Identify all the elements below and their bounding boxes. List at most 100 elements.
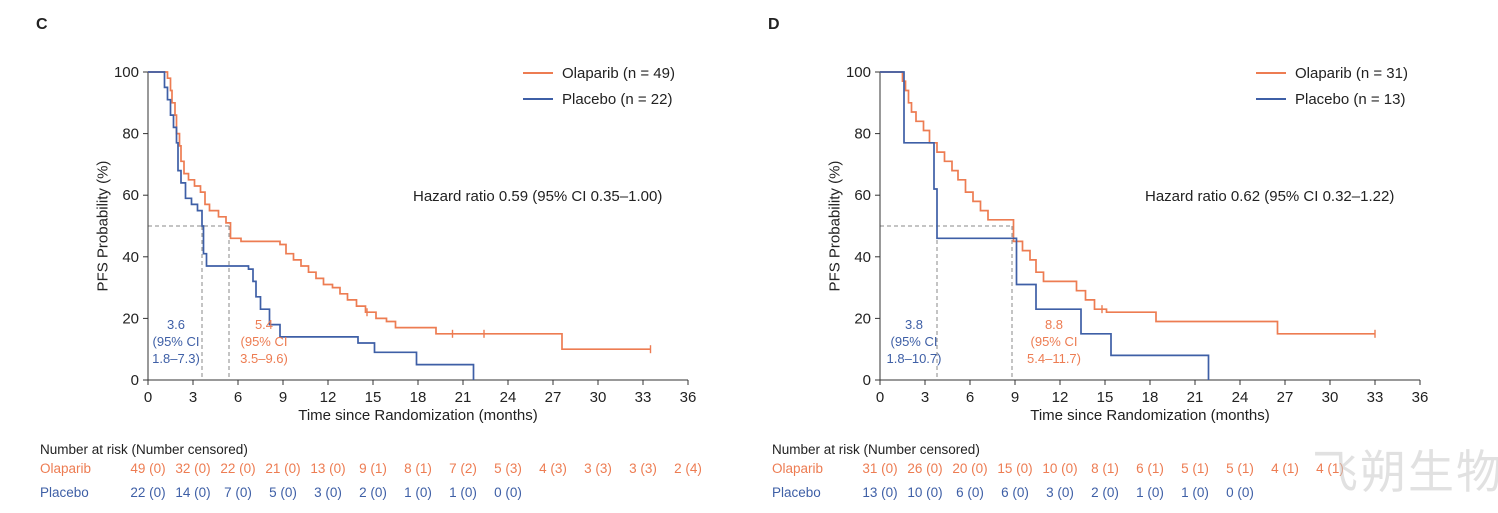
svg-text:15: 15 <box>365 389 382 406</box>
olaparib-line-swatch <box>523 72 553 74</box>
svg-text:0: 0 <box>144 389 152 406</box>
risk-value: 7 (2) <box>449 461 477 476</box>
risk-value: 5 (1) <box>1181 461 1209 476</box>
risk-row-name-olaparib-d: Olaparib <box>772 461 824 476</box>
risk-value: 22 (0) <box>130 485 166 500</box>
legend-row-placebo: Placebo (n = 22) <box>523 86 675 112</box>
svg-text:80: 80 <box>854 126 871 143</box>
risk-value: 0 (0) <box>494 485 522 500</box>
svg-text:100: 100 <box>846 64 871 81</box>
svg-text:36: 36 <box>1412 389 1429 406</box>
risk-value: 13 (0) <box>310 461 346 476</box>
risk-value: 6 (0) <box>956 485 984 500</box>
legend-row-placebo: Placebo (n = 13) <box>1256 86 1408 112</box>
svg-text:18: 18 <box>410 389 427 406</box>
risk-value: 32 (0) <box>175 461 211 476</box>
risk-value: 3 (0) <box>314 485 342 500</box>
legend-label-placebo: Placebo (n = 22) <box>562 90 673 108</box>
risk-value: 1 (0) <box>1136 485 1164 500</box>
risk-value: 15 (0) <box>997 461 1033 476</box>
svg-text:0: 0 <box>131 372 139 389</box>
panel-label-d: D <box>768 16 780 33</box>
risk-value: 1 (0) <box>404 485 432 500</box>
svg-text:100: 100 <box>114 64 139 81</box>
svg-text:18: 18 <box>1142 389 1159 406</box>
svg-text:15: 15 <box>1097 389 1114 406</box>
svg-text:12: 12 <box>320 389 337 406</box>
risk-value: 13 (0) <box>862 485 898 500</box>
risk-row-name-placebo-d: Placebo <box>772 485 821 500</box>
svg-text:60: 60 <box>122 187 139 204</box>
placebo-line-swatch <box>1256 98 1286 100</box>
y-axis-title-d: PFS Probability (%) <box>826 160 844 292</box>
risk-value: 31 (0) <box>862 461 898 476</box>
risk-table-heading-d: Number at risk (Number censored) <box>772 442 980 457</box>
legend-row-olaparib: Olaparib (n = 49) <box>523 60 675 86</box>
legend-row-olaparib: Olaparib (n = 31) <box>1256 60 1408 86</box>
y-axis-title-c: PFS Probability (%) <box>94 160 112 292</box>
median-annotation-olaparib-c: 5.4 (95% CI 3.5–9.6) <box>240 317 288 366</box>
risk-value: 1 (0) <box>1181 485 1209 500</box>
svg-text:27: 27 <box>1277 389 1294 406</box>
risk-value: 5 (3) <box>494 461 522 476</box>
risk-value: 4 (1) <box>1316 461 1344 476</box>
median-annotation-placebo-c: 3.6 (95% CI 1.8–7.3) <box>152 317 200 366</box>
svg-text:30: 30 <box>590 389 607 406</box>
placebo-line-swatch <box>523 98 553 100</box>
risk-value: 3 (0) <box>1046 485 1074 500</box>
risk-value: 10 (0) <box>907 485 943 500</box>
risk-value: 22 (0) <box>220 461 256 476</box>
legend-label-olaparib: Olaparib (n = 49) <box>562 64 675 82</box>
median-annotation-olaparib-d: 8.8 (95% CI 5.4–11.7) <box>1027 317 1081 366</box>
risk-value: 2 (0) <box>359 485 387 500</box>
svg-text:20: 20 <box>854 310 871 327</box>
risk-value: 9 (1) <box>359 461 387 476</box>
svg-text:24: 24 <box>1232 389 1249 406</box>
risk-value: 3 (3) <box>584 461 612 476</box>
svg-text:21: 21 <box>1187 389 1204 406</box>
risk-value: 14 (0) <box>175 485 211 500</box>
svg-text:27: 27 <box>545 389 562 406</box>
risk-value: 10 (0) <box>1042 461 1078 476</box>
svg-text:12: 12 <box>1052 389 1069 406</box>
svg-text:20: 20 <box>122 310 139 327</box>
svg-text:40: 40 <box>122 249 139 266</box>
risk-value: 49 (0) <box>130 461 166 476</box>
risk-table-heading-c: Number at risk (Number censored) <box>40 442 248 457</box>
risk-value: 1 (0) <box>449 485 477 500</box>
svg-text:9: 9 <box>279 389 287 406</box>
risk-value: 4 (3) <box>539 461 567 476</box>
risk-value: 2 (0) <box>1091 485 1119 500</box>
risk-value: 21 (0) <box>265 461 301 476</box>
svg-text:24: 24 <box>500 389 517 406</box>
hazard-ratio-text-d: Hazard ratio 0.62 (95% CI 0.32–1.22) <box>1145 188 1395 205</box>
risk-value: 5 (1) <box>1226 461 1254 476</box>
svg-text:33: 33 <box>1367 389 1384 406</box>
svg-text:0: 0 <box>863 372 871 389</box>
risk-value: 26 (0) <box>907 461 943 476</box>
svg-text:3: 3 <box>921 389 929 406</box>
risk-value: 7 (0) <box>224 485 252 500</box>
olaparib-line-swatch <box>1256 72 1286 74</box>
risk-value: 8 (1) <box>1091 461 1119 476</box>
svg-text:9: 9 <box>1011 389 1019 406</box>
svg-text:3: 3 <box>189 389 197 406</box>
x-axis-title-d: Time since Randomization (months) <box>1030 407 1270 424</box>
panel-label-c: C <box>36 16 48 33</box>
x-axis-title-c: Time since Randomization (months) <box>298 407 538 424</box>
risk-value: 0 (0) <box>1226 485 1254 500</box>
risk-value: 3 (3) <box>629 461 657 476</box>
svg-text:40: 40 <box>854 249 871 266</box>
risk-value: 2 (4) <box>674 461 702 476</box>
legend-c: Olaparib (n = 49) Placebo (n = 22) <box>523 60 675 112</box>
risk-row-name-olaparib-c: Olaparib <box>40 461 92 476</box>
svg-text:36: 36 <box>680 389 697 406</box>
risk-value: 6 (0) <box>1001 485 1029 500</box>
risk-value: 5 (0) <box>269 485 297 500</box>
legend-label-olaparib: Olaparib (n = 31) <box>1295 64 1408 82</box>
hazard-ratio-text-c: Hazard ratio 0.59 (95% CI 0.35–1.00) <box>413 188 663 205</box>
svg-text:80: 80 <box>122 126 139 143</box>
svg-text:6: 6 <box>234 389 242 406</box>
